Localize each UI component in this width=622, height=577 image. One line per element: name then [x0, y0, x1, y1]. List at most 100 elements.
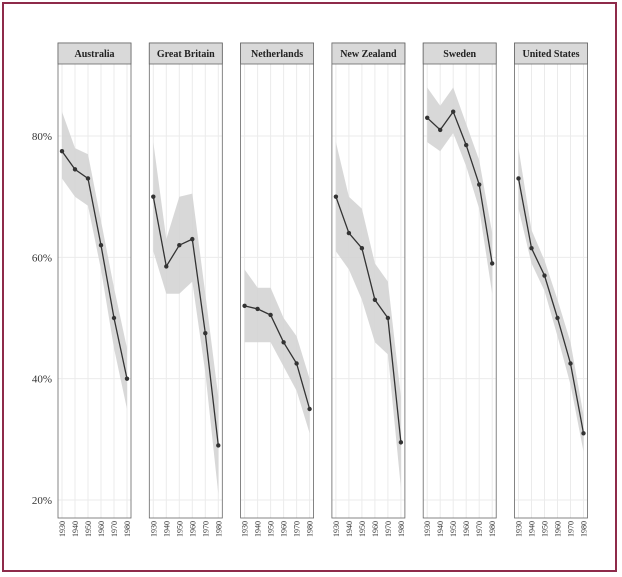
- x-tick-label: 1950: [84, 521, 93, 537]
- data-point: [490, 261, 495, 266]
- data-point: [581, 431, 586, 436]
- facet-strip-label: New Zealand: [340, 49, 397, 60]
- series-line: [426, 110, 493, 264]
- y-tick-label: 60%: [32, 252, 52, 264]
- x-tick-label: 1950: [449, 521, 458, 537]
- series-line: [61, 150, 128, 379]
- data-point: [268, 312, 273, 318]
- x-tick-label: 1970: [567, 521, 576, 537]
- facet-panel: Sweden 1930 1940 1950 1960 1970 1980: [422, 42, 497, 537]
- facet-strip: [148, 42, 223, 65]
- x-tick-label: 1930: [149, 521, 158, 537]
- x-tick-label: 1970: [293, 521, 302, 537]
- series-line: [152, 196, 219, 446]
- confidence-band: [427, 87, 493, 294]
- data-point: [346, 230, 352, 236]
- x-tick-label: 1930: [332, 521, 341, 537]
- x-tick-label: 1960: [462, 521, 471, 537]
- facet-strip: [57, 42, 132, 65]
- data-point: [425, 115, 430, 121]
- data-point: [111, 315, 117, 321]
- data-point: [385, 315, 391, 321]
- x-tick-label: 1980: [123, 521, 132, 537]
- x-tick-label: 1940: [528, 521, 537, 537]
- x-tick-label: 1950: [175, 521, 184, 537]
- x-tick-label: 1980: [397, 521, 406, 537]
- panel-background: [149, 64, 223, 518]
- x-tick-label: 1930: [423, 521, 432, 537]
- data-point: [438, 127, 443, 133]
- data-point: [529, 246, 534, 251]
- data-point: [568, 361, 573, 366]
- x-tick-label: 1950: [358, 521, 367, 537]
- data-point: [372, 297, 378, 302]
- x-tick-label: 1950: [541, 521, 550, 537]
- x-tick-label: 1940: [254, 521, 263, 537]
- data-point: [359, 246, 365, 251]
- facet-strip: [331, 42, 406, 65]
- x-tick-label: 1970: [384, 521, 393, 537]
- series-line: [244, 305, 311, 410]
- x-tick-label: 1980: [214, 521, 223, 537]
- confidence-band: [62, 111, 127, 409]
- x-tick-label: 1940: [345, 521, 354, 537]
- data-point: [124, 376, 130, 381]
- confidence-band: [153, 142, 219, 494]
- series-line: [517, 178, 585, 434]
- facet-strip-label: Netherlands: [251, 49, 303, 60]
- data-point: [542, 273, 547, 278]
- data-point: [85, 176, 91, 181]
- facet-strip-label: Australia: [75, 49, 115, 60]
- data-point: [333, 194, 339, 199]
- data-point: [242, 303, 247, 309]
- data-point: [98, 243, 104, 248]
- x-tick-label: 1970: [475, 521, 484, 537]
- x-tick-label: 1980: [306, 521, 315, 537]
- data-point: [177, 243, 182, 248]
- x-tick-label: 1950: [267, 521, 276, 537]
- x-tick-label: 1970: [110, 521, 119, 537]
- data-point: [151, 194, 156, 199]
- facet-strip: [240, 42, 315, 65]
- data-point: [464, 142, 469, 148]
- x-tick-label: 1970: [201, 521, 210, 537]
- x-tick-label: 1930: [515, 521, 524, 537]
- y-tick-label: 40%: [32, 374, 52, 386]
- facet-strip-label: United States: [523, 49, 580, 60]
- data-point: [307, 406, 312, 412]
- data-point: [255, 306, 260, 312]
- data-point: [451, 109, 456, 114]
- facet-panel: Great Britain 1930 1940 1950 1960 1970 1980: [148, 42, 223, 537]
- x-tick-label: 1930: [58, 521, 67, 537]
- facet-panel: New Zealand 1930 1940 1950 1960 1970 1980: [331, 42, 406, 537]
- x-tick-label: 1960: [97, 521, 106, 537]
- y-tick-label: 20%: [32, 495, 52, 507]
- data-point: [516, 176, 521, 181]
- data-point: [294, 361, 299, 366]
- x-tick-label: 1980: [488, 521, 497, 537]
- facet-panel: Australia 1930 1940 1950 1960 1970 1980: [57, 42, 132, 537]
- series-line: [335, 196, 402, 443]
- facet-strip-label: Great Britain: [157, 49, 215, 60]
- x-tick-label: 1960: [371, 521, 380, 537]
- x-tick-label: 1940: [71, 521, 80, 537]
- confidence-band: [335, 142, 401, 488]
- facet-panel: Netherlands 1930 1940 1950 1960 1970 1980: [240, 42, 315, 537]
- data-point: [190, 236, 195, 242]
- x-tick-label: 1940: [162, 521, 171, 537]
- data-point: [59, 148, 65, 154]
- y-tick-label: 80%: [32, 131, 52, 143]
- x-tick-label: 1960: [188, 521, 197, 537]
- data-point: [398, 440, 404, 445]
- data-point: [555, 315, 560, 321]
- data-point: [281, 340, 286, 345]
- x-tick-label: 1940: [436, 521, 445, 537]
- facet-strip: [422, 42, 497, 65]
- data-point: [216, 443, 221, 448]
- x-tick-label: 1980: [580, 521, 589, 537]
- x-tick-label: 1930: [241, 521, 250, 537]
- x-tick-label: 1960: [554, 521, 563, 537]
- confidence-band: [518, 148, 584, 452]
- facet-strip-label: Sweden: [443, 49, 476, 60]
